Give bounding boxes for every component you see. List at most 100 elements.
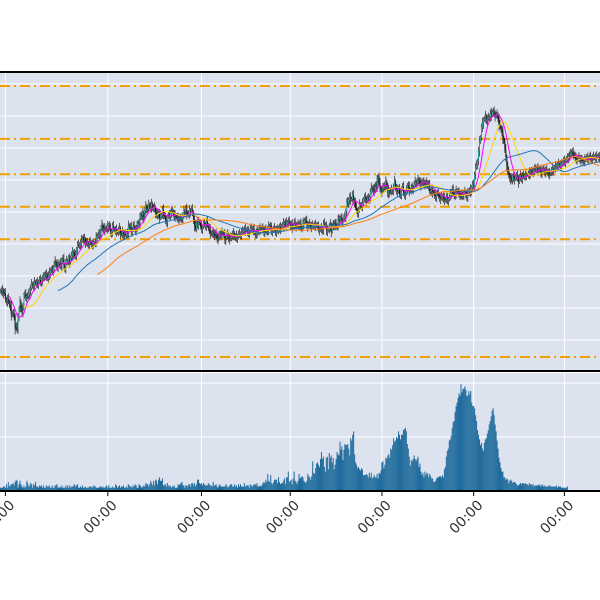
volume-bar: [239, 484, 241, 490]
candle-body: [425, 183, 427, 186]
volume-bar: [467, 395, 469, 490]
volume-bar: [326, 456, 328, 490]
volume-bar: [250, 485, 252, 490]
volume-bar: [503, 477, 505, 490]
volume-bar: [62, 487, 64, 490]
candle-body: [160, 215, 161, 218]
volume-bar: [554, 486, 556, 490]
volume-bar: [355, 462, 357, 490]
candle-body: [212, 232, 214, 234]
candle-body: [62, 258, 64, 260]
candle-body: [143, 212, 145, 218]
volume-bar: [150, 480, 152, 490]
candle-body: [114, 229, 116, 231]
candle-body: [77, 244, 79, 250]
candle-body: [233, 233, 235, 235]
volume-bar: [101, 487, 103, 490]
volume-bar: [137, 487, 139, 490]
volume-bar: [378, 472, 380, 490]
candle-body: [517, 175, 519, 177]
candle-body: [548, 172, 550, 174]
candle-body: [350, 197, 352, 200]
candle-body: [138, 222, 140, 224]
candle-body: [318, 226, 319, 228]
candle-body: [100, 228, 102, 232]
volume-bar: [400, 434, 402, 490]
candle-body: [365, 198, 367, 201]
volume-bar: [440, 477, 442, 490]
volume-bar: [29, 485, 31, 490]
volume-bar: [118, 486, 120, 490]
volume-bar: [494, 424, 496, 490]
volume-bar: [28, 486, 30, 490]
candle-body: [47, 275, 49, 279]
volume-bar: [372, 477, 374, 490]
candle-body: [497, 114, 499, 118]
volume-bar: [368, 472, 370, 490]
candle-body: [99, 231, 101, 235]
candle-body: [343, 218, 345, 221]
volume-bar: [555, 486, 557, 490]
volume-bar: [390, 448, 392, 490]
candle-body: [445, 196, 447, 200]
candle-body: [150, 205, 152, 208]
volume-bar: [182, 485, 184, 490]
candle-body: [375, 184, 377, 188]
volume-bar: [290, 479, 292, 490]
candle-body: [251, 228, 253, 230]
candle-body: [105, 228, 107, 230]
volume-bar: [253, 484, 255, 490]
candle-body: [281, 225, 282, 229]
candle-body: [250, 228, 252, 230]
volume-bar: [384, 464, 386, 490]
candle-body: [189, 210, 191, 215]
volume-bar: [478, 434, 480, 490]
candle-body: [506, 156, 508, 166]
candle-body: [88, 242, 90, 244]
candle-body: [478, 150, 479, 161]
candle-body: [211, 233, 213, 235]
volume-bar: [93, 485, 95, 490]
candle-body: [195, 225, 197, 229]
candle-body: [363, 197, 365, 200]
volume-bar: [415, 461, 417, 490]
volume-bar: [286, 477, 288, 490]
candle-body: [8, 301, 10, 305]
candle-body: [186, 209, 188, 214]
candle-body: [581, 160, 583, 161]
volume-bar: [345, 445, 347, 490]
volume-bar: [301, 476, 303, 490]
volume-bar: [108, 485, 110, 490]
candle-body: [391, 189, 393, 192]
volume-bar: [50, 487, 52, 490]
volume-bar: [16, 480, 18, 490]
candle-body: [146, 206, 148, 209]
volume-bar: [287, 471, 289, 490]
volume-bar: [117, 487, 119, 490]
candle-body: [68, 258, 70, 261]
candle-body: [59, 263, 61, 266]
candle-body: [410, 187, 412, 191]
volume-bar: [221, 486, 223, 490]
candle-body: [120, 228, 121, 234]
volume-bar: [412, 458, 414, 490]
volume-bar: [9, 485, 11, 490]
candle-body: [142, 212, 144, 217]
volume-bar: [242, 486, 244, 490]
candle-body: [409, 190, 411, 192]
volume-bar: [247, 485, 249, 490]
candle-body: [113, 226, 115, 230]
candle-body: [439, 195, 440, 198]
candle-body: [17, 315, 19, 330]
candle-body: [144, 210, 146, 218]
candle-body: [164, 216, 166, 221]
volume-bar: [116, 485, 118, 490]
volume-bar: [339, 441, 341, 490]
x-tick-label: 00:00: [447, 498, 487, 538]
volume-bar: [543, 486, 545, 490]
candle-body: [388, 190, 390, 194]
volume-bar: [109, 487, 111, 490]
candle-body: [176, 217, 178, 218]
volume-bar: [88, 486, 90, 490]
volume-bar: [483, 442, 485, 490]
